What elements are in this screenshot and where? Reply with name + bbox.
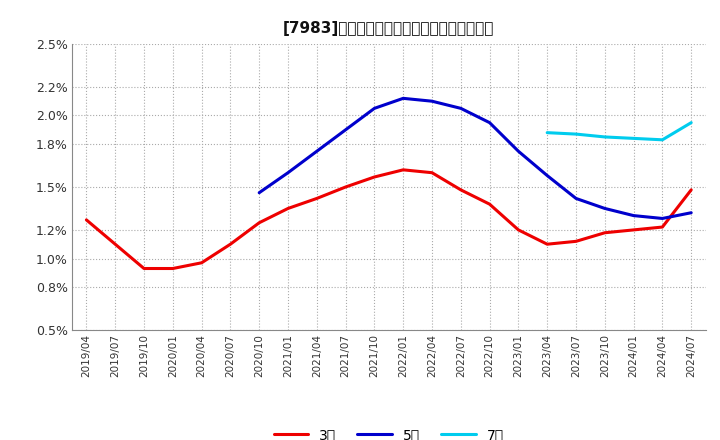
5年 <box>600 206 609 211</box>
3年 <box>168 266 177 271</box>
3年 <box>428 170 436 175</box>
3年 <box>687 187 696 192</box>
5年 <box>485 120 494 125</box>
3年 <box>543 242 552 247</box>
5年 <box>543 173 552 178</box>
5年 <box>255 190 264 195</box>
5年 <box>629 213 638 218</box>
3年 <box>284 206 292 211</box>
Title: [7983]　経常利益マージンの標準偏差の推移: [7983] 経常利益マージンの標準偏差の推移 <box>283 21 495 36</box>
3年 <box>82 217 91 223</box>
5年 <box>370 106 379 111</box>
3年 <box>111 242 120 247</box>
5年 <box>514 149 523 154</box>
7年 <box>687 120 696 125</box>
5年 <box>658 216 667 221</box>
Line: 7年: 7年 <box>547 123 691 140</box>
5年 <box>456 106 465 111</box>
3年 <box>255 220 264 225</box>
3年 <box>197 260 206 265</box>
5年 <box>341 127 350 132</box>
3年 <box>341 184 350 190</box>
3年 <box>514 227 523 232</box>
5年 <box>687 210 696 215</box>
7年 <box>629 136 638 141</box>
5年 <box>428 99 436 104</box>
Line: 3年: 3年 <box>86 170 691 268</box>
3年 <box>456 187 465 192</box>
Line: 5年: 5年 <box>259 98 691 218</box>
5年 <box>399 95 408 101</box>
3年 <box>658 224 667 230</box>
3年 <box>629 227 638 232</box>
3年 <box>312 196 321 201</box>
7年 <box>543 130 552 136</box>
5年 <box>312 149 321 154</box>
5年 <box>572 196 580 201</box>
3年 <box>399 167 408 172</box>
3年 <box>140 266 148 271</box>
3年 <box>226 242 235 247</box>
5年 <box>284 170 292 175</box>
7年 <box>572 132 580 137</box>
3年 <box>370 174 379 180</box>
Legend: 3年, 5年, 7年: 3年, 5年, 7年 <box>268 423 510 440</box>
3年 <box>600 230 609 235</box>
3年 <box>485 202 494 207</box>
7年 <box>658 137 667 143</box>
7年 <box>600 134 609 139</box>
3年 <box>572 238 580 244</box>
